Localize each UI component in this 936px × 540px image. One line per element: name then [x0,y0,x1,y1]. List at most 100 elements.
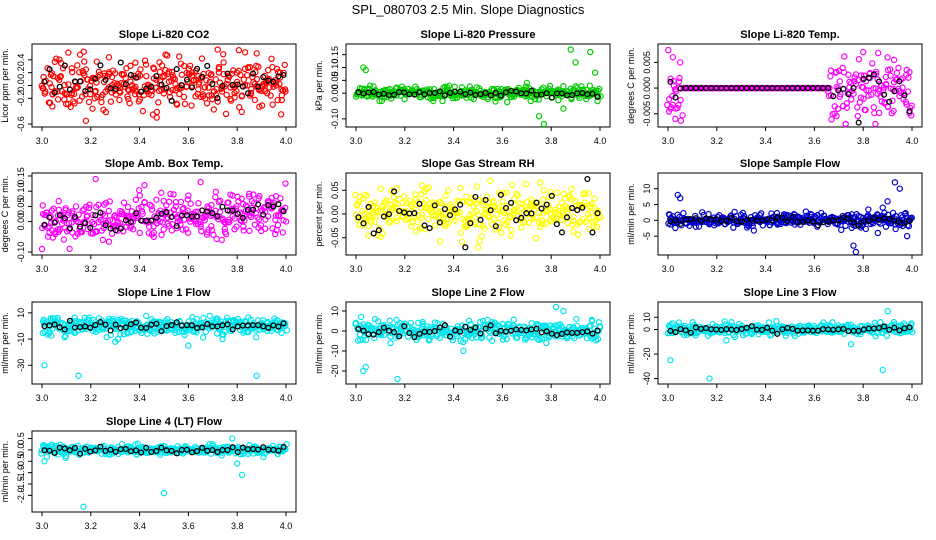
data-point-outlier [394,375,401,383]
data-point [181,331,188,339]
reference-point [508,199,515,206]
data-point [74,84,81,91]
reference-point [682,327,689,334]
data-point [357,313,365,321]
data-point [180,62,188,70]
reference-point [270,203,277,210]
reference-point [224,70,231,77]
data-point [233,78,241,86]
reference-point [457,88,464,95]
data-point [848,96,855,103]
y-tick-label: 0.0 [16,444,26,457]
data-point [282,218,290,225]
data-point [76,51,84,58]
data-point [893,69,901,77]
reference-point [280,208,287,215]
data-point-outlier [197,178,204,186]
data-point [38,450,45,457]
data-point [883,332,891,340]
data-point [457,184,464,192]
data-point [408,223,415,230]
x-tick-label: 3.0 [350,264,363,274]
data-point [445,187,452,194]
x-tick-label: 3.8 [231,136,244,146]
data-point [177,198,185,206]
reference-point [492,330,499,337]
y-tick-label: 0.10 [330,59,340,77]
reference-point [143,324,150,332]
data-point [511,207,519,214]
y-tick-label: -1.0 [16,465,26,481]
data-point [834,221,841,228]
data-point [160,90,168,97]
data-point [675,78,683,85]
reference-point [265,324,272,331]
panel-title: Slope Li-820 Pressure [421,29,536,41]
data-point [205,84,212,91]
x-tick-label: 4.0 [280,136,293,146]
reference-point [77,78,84,85]
data-point [253,334,260,341]
data-point [278,96,285,104]
data-point [76,69,83,76]
reference-point [178,82,185,89]
x-tick-label: 3.4 [759,393,772,403]
data-point [279,229,287,236]
reference-point [594,327,601,334]
data-point [426,336,433,343]
reference-point [204,321,211,328]
y-tick-label: 0.00 [330,84,340,102]
reference-point [173,450,180,457]
reference-point [845,91,852,98]
reference-point [168,447,175,454]
reference-point [194,213,201,220]
data-point [212,76,219,83]
reference-point [875,78,883,85]
data-point [827,67,835,74]
reference-point [569,205,576,212]
reference-point [906,108,913,115]
data-point [153,108,161,116]
panel-1: Slope Li-820 CO2 3.0 3.2 3.4 3.6 3.8 4.0 -0.6 -0… [0,29,297,146]
data-point [842,120,849,128]
reference-point [260,211,267,218]
reference-point [574,207,581,214]
data-point [150,223,157,230]
reference-point [441,206,448,213]
y-tick-label: -0.05 [330,227,340,248]
data-point [153,76,160,83]
reference-point [452,206,459,213]
reference-point [835,217,842,224]
reference-point [199,73,206,80]
data-point [570,218,577,225]
data-point-outlier [474,244,482,251]
data-point [163,202,170,209]
x-tick-label: 3.0 [36,136,49,146]
data-point [862,106,869,114]
reference-point [127,71,134,78]
reference-point [153,73,160,80]
data-point [862,225,870,233]
x-tick-label: 3.6 [808,393,821,403]
data-point [860,72,868,79]
y-tick-label: -40 [642,372,652,385]
data-point [214,98,221,105]
data-point [828,116,835,123]
data-point [53,55,60,62]
reference-point [482,325,489,332]
panel-title: Slope Amb. Box Temp. [105,158,224,170]
data-point [597,214,604,221]
reference-point [477,330,484,337]
reference-point [523,90,530,97]
reference-point [97,318,104,326]
data-point-outlier [879,366,886,374]
data-point [562,214,569,221]
data-point [572,83,579,90]
data-point-outlier [41,362,48,369]
data-point [122,74,129,82]
reference-point [360,327,367,334]
y-tick-label: -20 [642,348,652,361]
data-point [168,227,175,234]
reference-point [553,221,560,228]
x-tick-label: 3.2 [85,521,98,531]
